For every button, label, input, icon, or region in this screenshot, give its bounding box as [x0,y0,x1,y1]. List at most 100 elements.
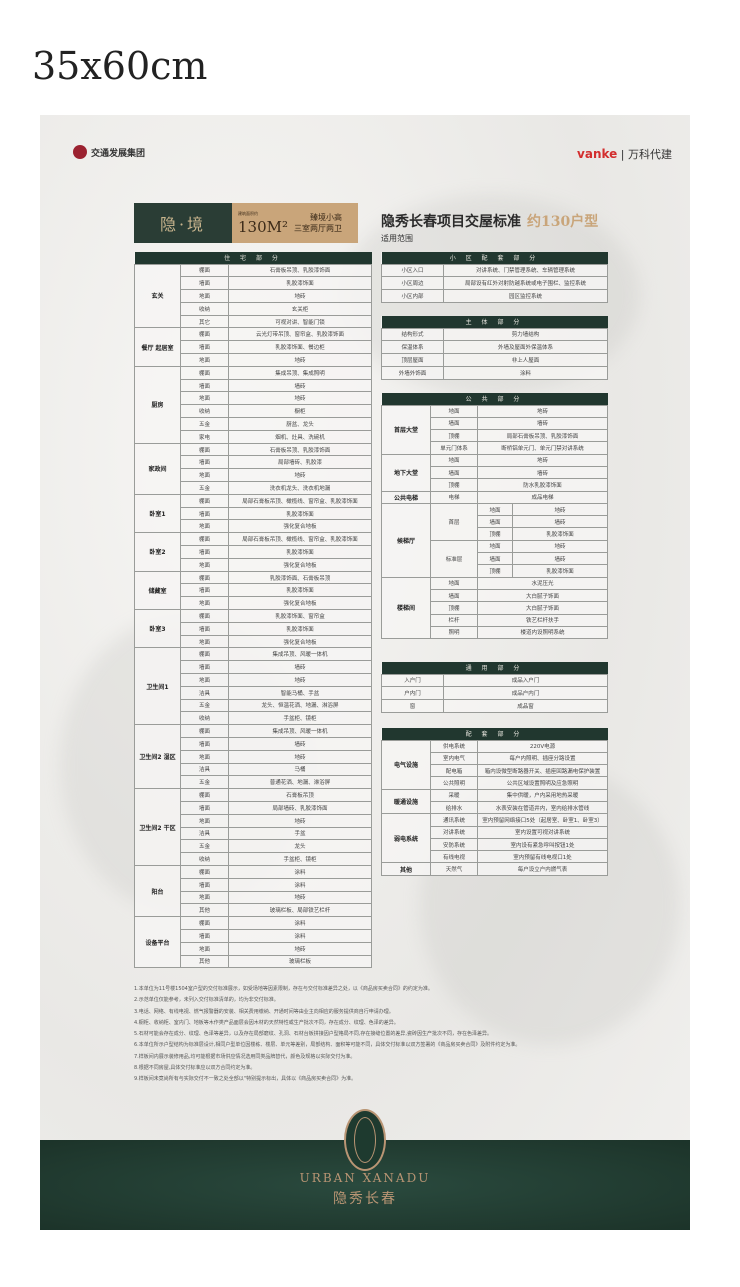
residence-table: 住 宅 部 分玄关 棚面 石膏板吊顶、乳胶漆饰面 墙面 乳胶漆饰面 地面 地砖 收纳 玄关柜 其它… [134,252,373,969]
table-cell: 地砖 [227,749,373,764]
table-cell: 棚面 [180,609,229,623]
table-cell: 公共照明 [430,776,478,790]
table-cell: 烟机、灶具、洗碗机 [227,429,373,444]
brand-english: URBAN XANADU [299,1171,431,1185]
table-row: 卧室1 棚面 局部石膏板吊顶、橄榄线、窗帘盒、乳胶漆饰面 [134,493,373,534]
table-row: 配电箱 箱内设微型断路器开关、插座回路漏电保护装置 [382,764,609,778]
table-row: 楼梯间 地面 水泥压光 [381,576,609,640]
table-row: 阳台 棚面 涂料 [134,864,373,918]
table-row: 地面 强化复合地板 [135,557,373,572]
table-cell: 强化复合地板 [227,634,373,649]
table-cell: 家电 [180,429,229,444]
table-cell: 每户内照明、插座分路设置 [476,751,609,766]
table-row: 其他 玻璃栏板 [135,954,373,969]
table-cell: 玻璃栏板 [227,954,373,969]
community-table: 小 区 配 套 部 分小区入口 对讲系统、门禁管理系统、车辆管理系统 小区周边 局部设… [381,252,609,303]
table-row: 地面 地砖 [135,890,373,905]
table-row: 墙面 乳胶漆饰面、餐边柜 [135,340,373,355]
table-cell: 乳胶漆饰面 [227,276,373,291]
table-cell: 顶棚 [430,429,478,443]
table-row: 结构形式 剪力墙结构 [381,327,609,342]
table-row: 洁具 手盆 [135,826,373,841]
table-cell: 龙头 [227,839,373,854]
table-cell: 石膏板吊顶、乳胶漆饰面 [227,442,373,457]
table-row: 对讲系统 室内设置可视对讲系统 [382,825,609,839]
table-row: 其他 玻璃栏板、局部铁艺栏杆 [135,903,373,918]
table-row: 安防系统 室内设有紧急呼叫按钮1处 [382,837,609,852]
footnote: 4.橱柜、收纳柜、室内门、地板等木作类产品面层会因木材的天然特性或生产批次不同，… [134,1019,399,1026]
table-cell: 涂料 [227,916,373,930]
table-cell: 小区入口 [381,263,444,278]
area-label: 建筑面积约 [238,210,258,216]
table-cell: 安防系统 [430,837,478,852]
table-cell: 地砖 [227,468,373,483]
unit-header-box: 隐·境 建筑面积约 130M² 臻境小高 三室两厅两卫 [134,203,358,243]
table-row: 卧室2 棚面 局部石膏板吊顶、橄榄线、窗帘盒、乳胶漆饰面 [134,532,373,572]
table-cell: 收纳 [180,711,229,726]
table-cell: 棚面 [180,864,229,879]
table-row: 顶棚 乳胶漆饰面 [382,527,609,541]
row-group-label: 玄关 [134,263,181,329]
table-row: 五金 龙头 [135,839,373,854]
table-row: 墙面 局部墙砖、乳胶漆饰面 [135,800,373,815]
table-cell: 墙砖 [227,378,373,393]
table-cell: 墙面 [430,416,478,431]
table-cell: 有线电视 [430,850,478,864]
table-cell: 地面 [430,404,478,418]
footnotes: 1.本单位为11号楼1504室户型的交付标准展示，如受场地等因素限制，存在与交付… [134,984,520,1086]
row-group-label: 楼梯间 [381,576,431,640]
table-row: 标准层 地面 地砖 [382,539,609,578]
table-row: 地面 地砖 [135,391,373,406]
table-cell: 公共区域设置照明及应急照明 [476,776,609,790]
table-cell: 乳胶漆饰面 [511,527,609,541]
table-cell: 墙面 [477,552,513,566]
table-row: 外墙外饰面 涂料 [381,365,609,380]
table-cell: 五金 [180,698,229,713]
table-title: 住 宅 部 分 [134,252,372,264]
row-group-label: 家政间 [134,442,181,495]
table-cell: 洗衣机龙头、洗衣机地漏 [227,481,373,495]
table-cell: 可视对讲、智能门锁 [227,314,373,329]
table-cell: 棚面 [180,647,229,662]
table-cell: 地面 [430,453,478,467]
row-group-label: 阳台 [134,864,181,918]
table-cell: 收纳 [180,404,229,419]
table-cell: 单元门体系 [430,441,478,455]
table-cell: 小区周边 [381,276,444,291]
table-cell: 局部墙砖、乳胶漆饰面 [227,800,373,815]
table-cell: 五金 [180,417,229,431]
table-cell: 玄关柜 [227,301,373,316]
table-cell: 地面 [180,519,229,534]
row-group-label: 公共电梯 [381,490,431,504]
table-cell: 集中供暖，户内采用地热采暖 [476,788,609,802]
table-row: 墙面 乳胶漆饰面 [135,583,373,598]
table-cell: 乳胶漆饰面 [227,621,373,636]
table-row: 家电 烟机、灶具、洗碗机 [135,429,373,444]
table-title: 配 套 部 分 [381,728,608,740]
table-cell: 地面 [180,391,229,406]
unit-desc-1: 臻境小高 [310,213,343,222]
table-cell: 栏杆 [430,613,478,627]
table-row: 公共电梯 电梯 成品电梯 [381,490,609,504]
table-row: 五金 普通花洒、地漏、淋浴屏 [135,775,373,790]
size-label: 35x60cm [32,44,208,88]
table-cell: 地砖 [227,289,373,303]
table-cell: 采暖 [430,788,478,802]
table-row: 电气设施 供电系统 220V电源 [381,739,609,790]
table-cell: 墙砖 [476,465,609,480]
footnote: 5.石材可能会存在成分、纹理、色泽等差异，以及存在局部磨纹、孔洞、石材台板拼接因… [134,1031,492,1038]
table-cell: 手盆柜、镜柜 [227,852,373,866]
table-cell: 墙砖 [476,416,609,431]
table-row: 小区内部 园区监控系统 [381,289,609,303]
row-group-label: 厨房 [134,365,181,444]
table-cell: 乳胶漆饰面、餐边柜 [227,340,373,355]
table-cell: 水泥压光 [476,576,609,590]
table-row: 户内门 成品户内门 [381,686,609,701]
page-title: 隐秀长春项目交屋标准 约130户型 [381,211,598,231]
scope-label: 适用范围 [381,234,413,243]
table-cell: 地面 [180,289,229,303]
table-cell: 智能马桶、手盆 [227,685,373,700]
table-row: 墙面 墙砖 [382,515,609,529]
table-row: 地下大堂 地面 地砖 [381,453,609,492]
general-table: 通 用 部 分入户门 成品入户门 户内门 成品户内门窗成品窗 [381,662,609,713]
